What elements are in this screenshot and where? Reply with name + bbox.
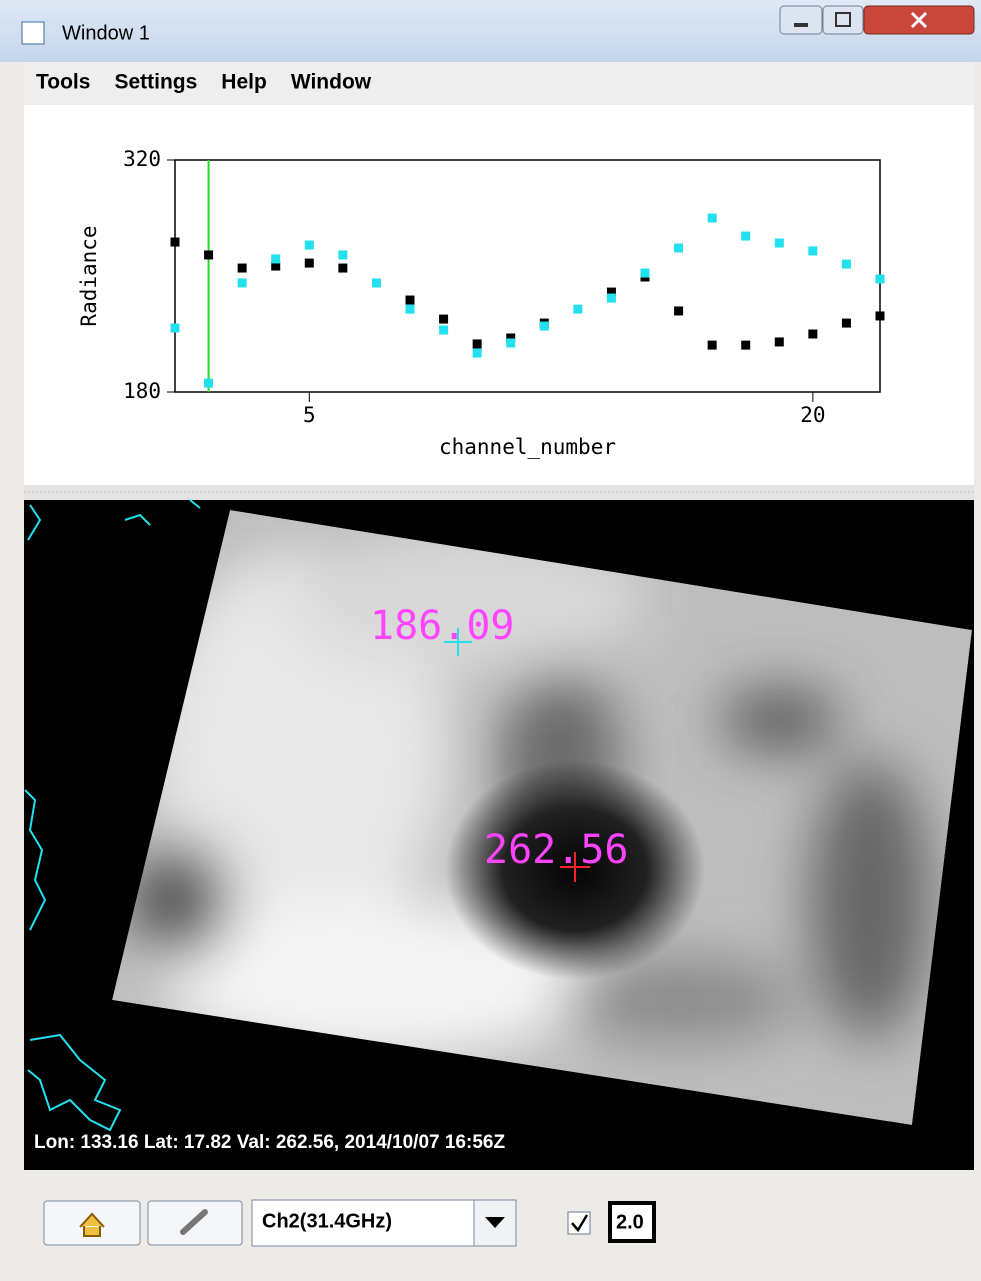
data-point [741,232,750,241]
data-point [708,341,717,350]
data-point [439,315,448,324]
data-point [741,341,750,350]
status-text: Lon: 133.16 Lat: 17.82 Val: 262.56, 2014… [34,1132,505,1153]
data-point [674,306,683,315]
dark-band [720,690,840,750]
data-point [473,349,482,358]
window: Window 1 Tools Settings Help Window 180 320 5… [0,0,981,1281]
x-tick-label: 5 [303,403,316,427]
y-tick-label: 180 [123,379,161,403]
channel-select-value: Ch2(31.4GHz) [262,1210,392,1232]
data-point [573,305,582,314]
dark-band [810,760,930,1040]
menu-item[interactable]: Tools [36,71,90,94]
data-point [238,278,247,287]
minimize-button[interactable] [780,6,822,34]
y-axis-label: Radiance [77,225,101,326]
data-point [406,296,415,305]
data-point [238,264,247,273]
data-point [338,264,347,273]
y-tick-label: 320 [123,147,161,171]
data-point [406,305,415,314]
probe-label: 262.56 [484,827,629,873]
menu-item[interactable]: Window [291,71,372,94]
window-title: Window 1 [62,22,150,44]
data-point [775,337,784,346]
data-point [775,239,784,248]
data-point [204,379,213,388]
maximize-button[interactable] [823,6,863,34]
data-point [842,260,851,269]
menu-item[interactable]: Settings [114,71,197,94]
data-point [439,326,448,335]
data-point [842,319,851,328]
data-point [674,243,683,252]
minimize-icon [794,23,808,27]
data-point [372,278,381,287]
data-point [305,241,314,250]
app-icon [22,22,44,44]
data-point [708,214,717,223]
data-point [338,250,347,259]
data-point [540,322,549,331]
split-divider[interactable] [24,485,974,500]
line-width-value: 2.0 [616,1211,644,1233]
data-point [271,254,280,263]
data-point [171,324,180,333]
data-point [204,250,213,259]
data-point [473,339,482,348]
probe-label: 186.09 [370,603,515,649]
menu-item[interactable]: Help [221,71,267,94]
x-axis-label: channel_number [439,435,616,459]
data-point [876,311,885,320]
data-point [641,269,650,278]
data-point [876,274,885,283]
x-tick-label: 20 [800,403,825,427]
data-point [171,238,180,247]
data-point [607,294,616,303]
data-point [808,330,817,339]
chart-panel [24,105,974,485]
data-point [506,338,515,347]
data-point [305,259,314,268]
data-point [808,246,817,255]
